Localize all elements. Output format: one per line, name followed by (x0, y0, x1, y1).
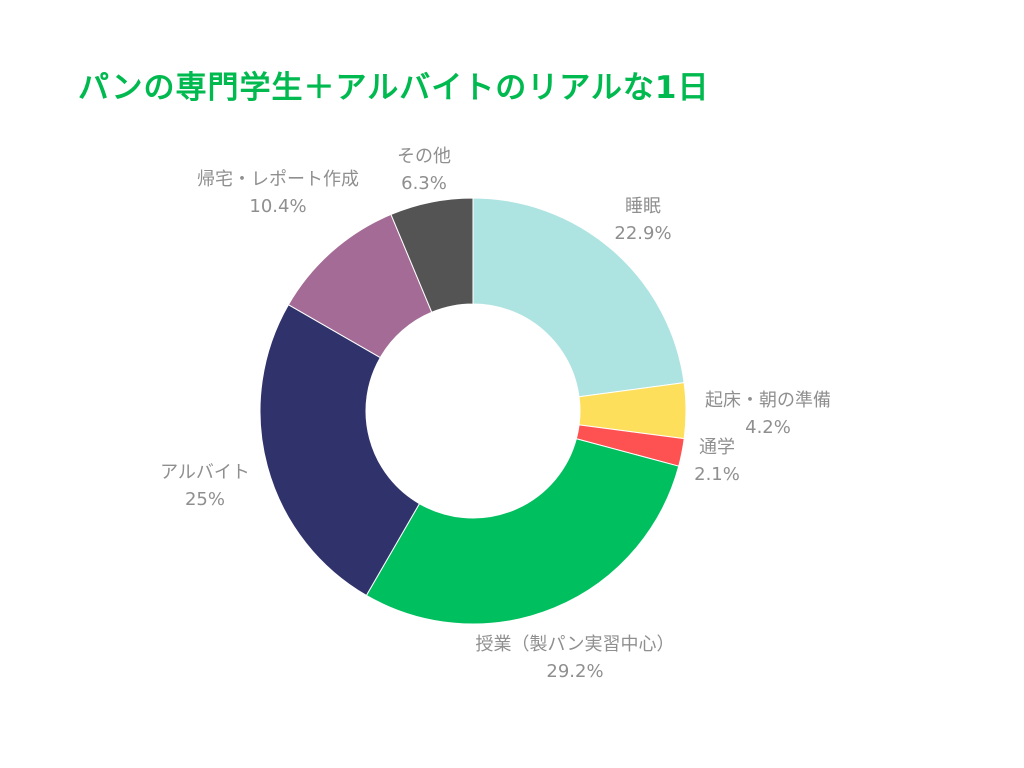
donut-slice-1 (472, 197, 685, 398)
chart-title: パンの専門学生＋アルバイトのリアルな1日 (78, 70, 710, 106)
slice-label-3: 通学 (699, 437, 735, 458)
slice-labels: 睡眠 22.9% 起床・朝の準備 4.2% 通学 2.1% 授業（製パン実習中心） 29.2%… (160, 146, 831, 682)
donut-slice-5 (259, 304, 421, 597)
slice-label-4: 授業（製パン実習中心） (476, 634, 675, 655)
slice-label-1: 睡眠 (625, 196, 661, 217)
slice-value-label-2: 4.2% (745, 417, 791, 438)
slice-value-label-6: 10.4% (249, 196, 306, 217)
slice-value-label-7: 6.3% (401, 173, 447, 194)
slice-value-label-4: 29.2% (546, 661, 603, 682)
donut-slices (259, 197, 687, 625)
slice-label-2: 起床・朝の準備 (705, 390, 831, 411)
donut-slice-4 (365, 438, 680, 625)
slice-value-label-3: 2.1% (694, 464, 740, 485)
slice-value-label-5: 25% (185, 489, 225, 510)
donut-slice-7 (390, 197, 474, 313)
slice-value-label-1: 22.9% (614, 223, 671, 244)
slice-label-5: アルバイト (160, 462, 250, 483)
slice-label-6: 帰宅・レポート作成 (197, 169, 359, 190)
slice-label-7: その他 (397, 146, 451, 167)
